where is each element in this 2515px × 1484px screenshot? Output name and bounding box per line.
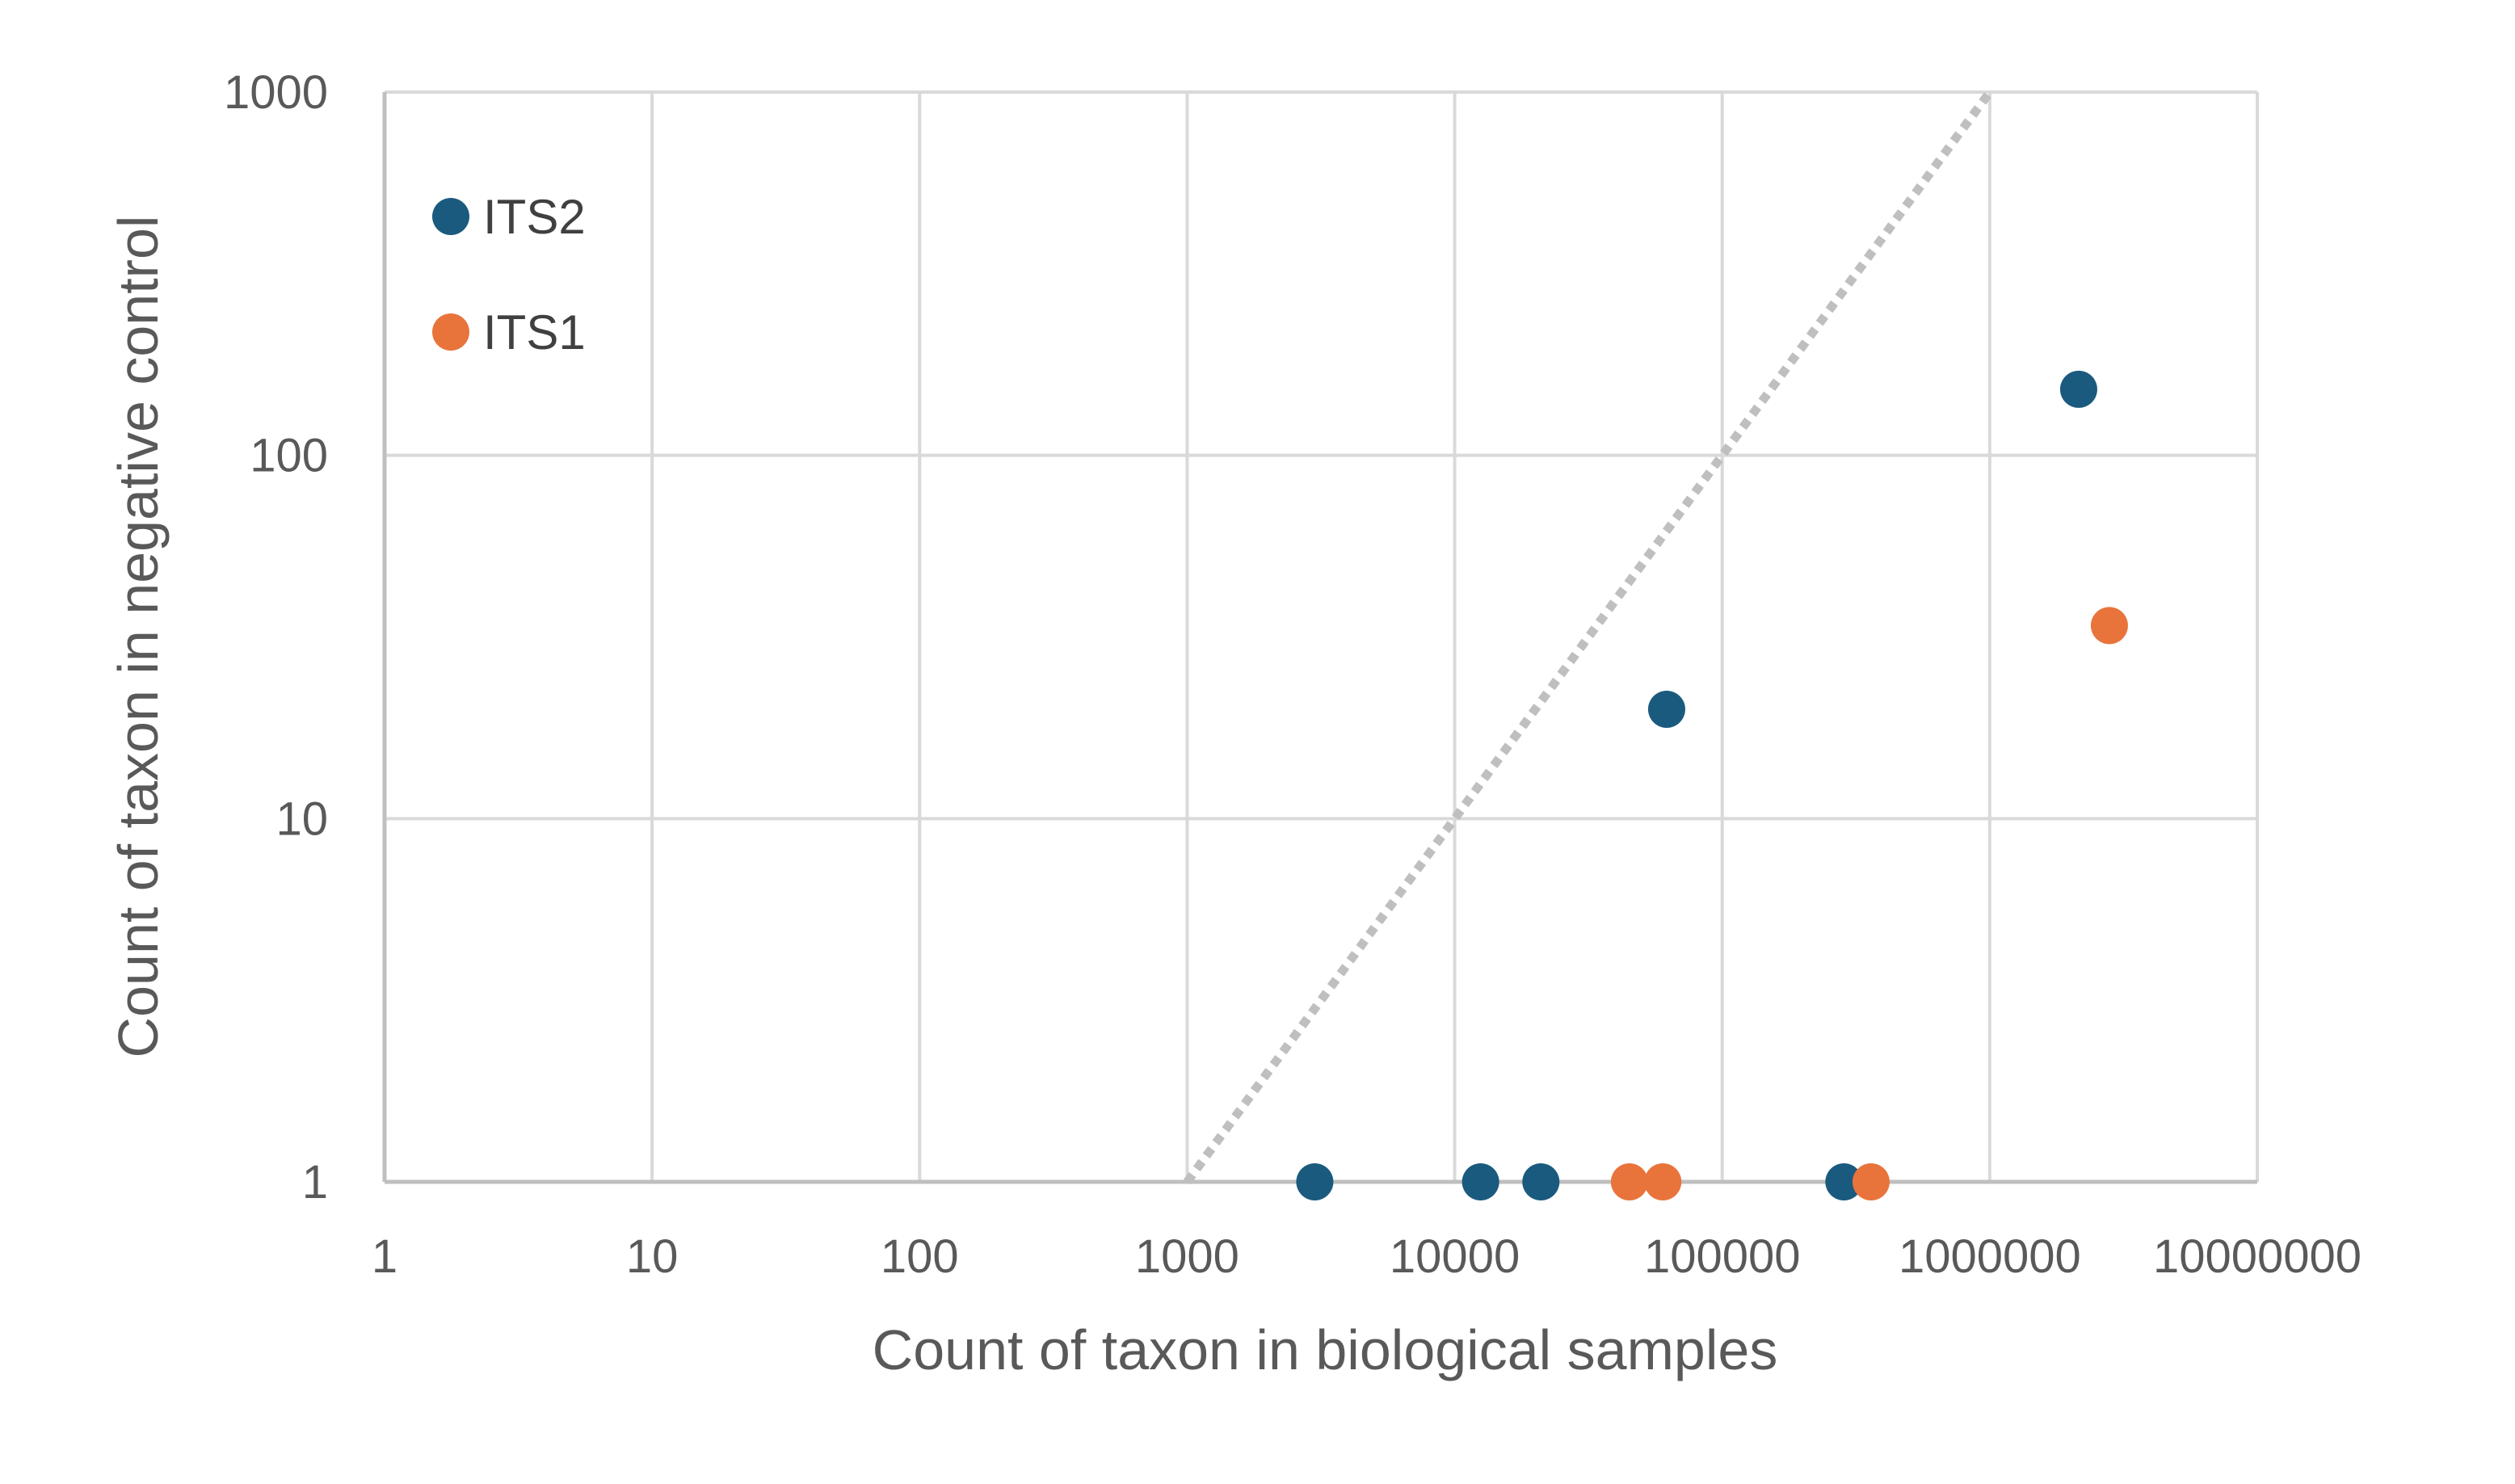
legend-marker [432, 313, 469, 351]
data-points [1296, 370, 2128, 1200]
legend: ITS2 ITS1 [432, 190, 586, 359]
data-point [2090, 607, 2128, 645]
x-tick-label: 1000000 [1899, 1230, 2081, 1283]
legend-label: ITS1 [483, 305, 586, 359]
x-tick-label: 10000 [1390, 1230, 1520, 1283]
gridlines [383, 90, 2259, 1183]
data-point [1644, 1163, 1682, 1200]
data-point [1852, 1163, 1890, 1200]
data-point [1647, 690, 1685, 728]
y-tick-label: 10 [275, 792, 328, 845]
data-point [1461, 1163, 1499, 1200]
y-tick-label: 100 [250, 430, 328, 482]
tick-labels: 1 10 100 1000 10000 100000 1000000 10000000 1 10 1… [224, 66, 2361, 1283]
x-axis-title: Count of taxon in biological samples [873, 1318, 1778, 1381]
legend-marker [432, 198, 469, 235]
y-tick-label: 1 [302, 1156, 328, 1209]
x-tick-label: 10000000 [2153, 1230, 2361, 1283]
reference-line-group [1183, 89, 1994, 1185]
y-axis-title: Count of taxon in negative control [107, 216, 170, 1058]
reference-line [1183, 89, 1994, 1185]
x-tick-label: 10 [626, 1230, 679, 1283]
legend-label: ITS2 [483, 190, 586, 244]
series-its2 [1296, 370, 2097, 1200]
data-point [1825, 1163, 1863, 1200]
x-tick-label: 1000 [1135, 1230, 1239, 1283]
data-point [1522, 1163, 1560, 1200]
data-point [1610, 1163, 1648, 1200]
x-tick-label: 100000 [1644, 1230, 1801, 1283]
y-tick-label: 1000 [224, 66, 328, 119]
legend-item-its1: ITS1 [432, 305, 586, 359]
axes [382, 92, 2257, 1184]
x-tick-label: 1 [372, 1230, 397, 1283]
x-tick-label: 100 [881, 1230, 959, 1283]
legend-item-its2: ITS2 [432, 190, 586, 244]
series-its1 [1610, 607, 2128, 1200]
data-point [1296, 1163, 1334, 1200]
data-point [2059, 370, 2097, 408]
